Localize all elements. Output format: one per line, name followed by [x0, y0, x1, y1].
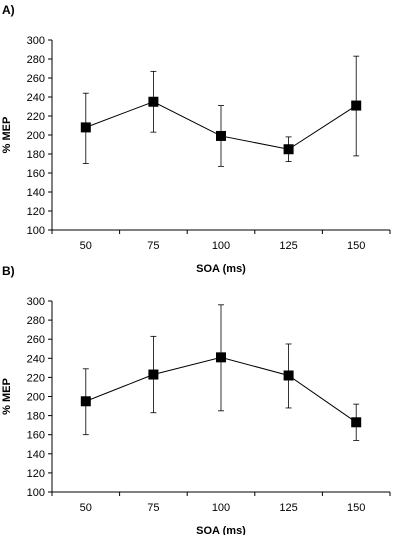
y-tick-label: 280: [27, 54, 45, 66]
y-tick-label: 200: [27, 130, 45, 142]
panel-b: B) 100 120 140 160 180 200 220 240 260 280 300 50 75 1…: [1, 264, 391, 535]
data-point: [351, 100, 362, 111]
y-tick-label: 140: [27, 449, 45, 461]
panel-label: B): [2, 264, 15, 278]
x-tick-label: 150: [347, 240, 365, 252]
y-tick-label: 180: [27, 149, 45, 161]
y-tick-label: 220: [27, 372, 45, 384]
y-tick-label: 260: [27, 334, 45, 346]
data-point: [216, 352, 226, 363]
panel-a: A) 100 120 140 160 180 200 220 240 260 280 300 50 75 1…: [1, 3, 391, 275]
data-point: [283, 144, 294, 155]
x-tick-label: 100: [212, 240, 230, 252]
y-tick-label: 220: [27, 111, 45, 123]
y-tick-label: 300: [27, 296, 45, 308]
x-tick-label: 125: [279, 502, 297, 514]
data-point: [283, 370, 294, 381]
x-tick-label: 100: [212, 502, 230, 514]
panel-label: A): [2, 3, 15, 17]
data-point: [148, 369, 159, 380]
x-axis-title: SOA (ms): [196, 263, 246, 275]
y-tick-label: 200: [27, 392, 45, 404]
y-tick-label: 100: [27, 225, 45, 237]
data-point: [216, 130, 226, 141]
y-tick-label: 140: [27, 187, 45, 199]
y-tick-label: 160: [27, 168, 45, 180]
data-point: [148, 96, 159, 107]
x-tick-label: 125: [279, 240, 297, 252]
y-tick-label: 300: [27, 35, 45, 47]
y-tick-label: 160: [27, 430, 45, 442]
y-tick-label: 120: [27, 468, 45, 480]
x-tick-label: 50: [80, 240, 92, 252]
y-tick-label: 260: [27, 73, 45, 85]
x-tick-label: 75: [147, 240, 159, 252]
x-tick-label: 150: [347, 502, 365, 514]
y-tick-label: 240: [27, 353, 45, 365]
y-tick-label: 180: [27, 411, 45, 423]
data-point: [80, 396, 91, 407]
y-axis-title: % MEP: [1, 378, 13, 415]
y-tick-label: 120: [27, 206, 45, 218]
y-tick-label: 100: [27, 487, 45, 499]
x-tick-label: 50: [80, 502, 92, 514]
x-tick-label: 75: [147, 502, 159, 514]
y-tick-label: 240: [27, 92, 45, 104]
data-point: [80, 122, 91, 133]
x-axis-title: SOA (ms): [196, 525, 246, 535]
y-tick-label: 280: [27, 315, 45, 327]
data-point: [351, 417, 362, 428]
y-axis-title: % MEP: [1, 117, 13, 154]
